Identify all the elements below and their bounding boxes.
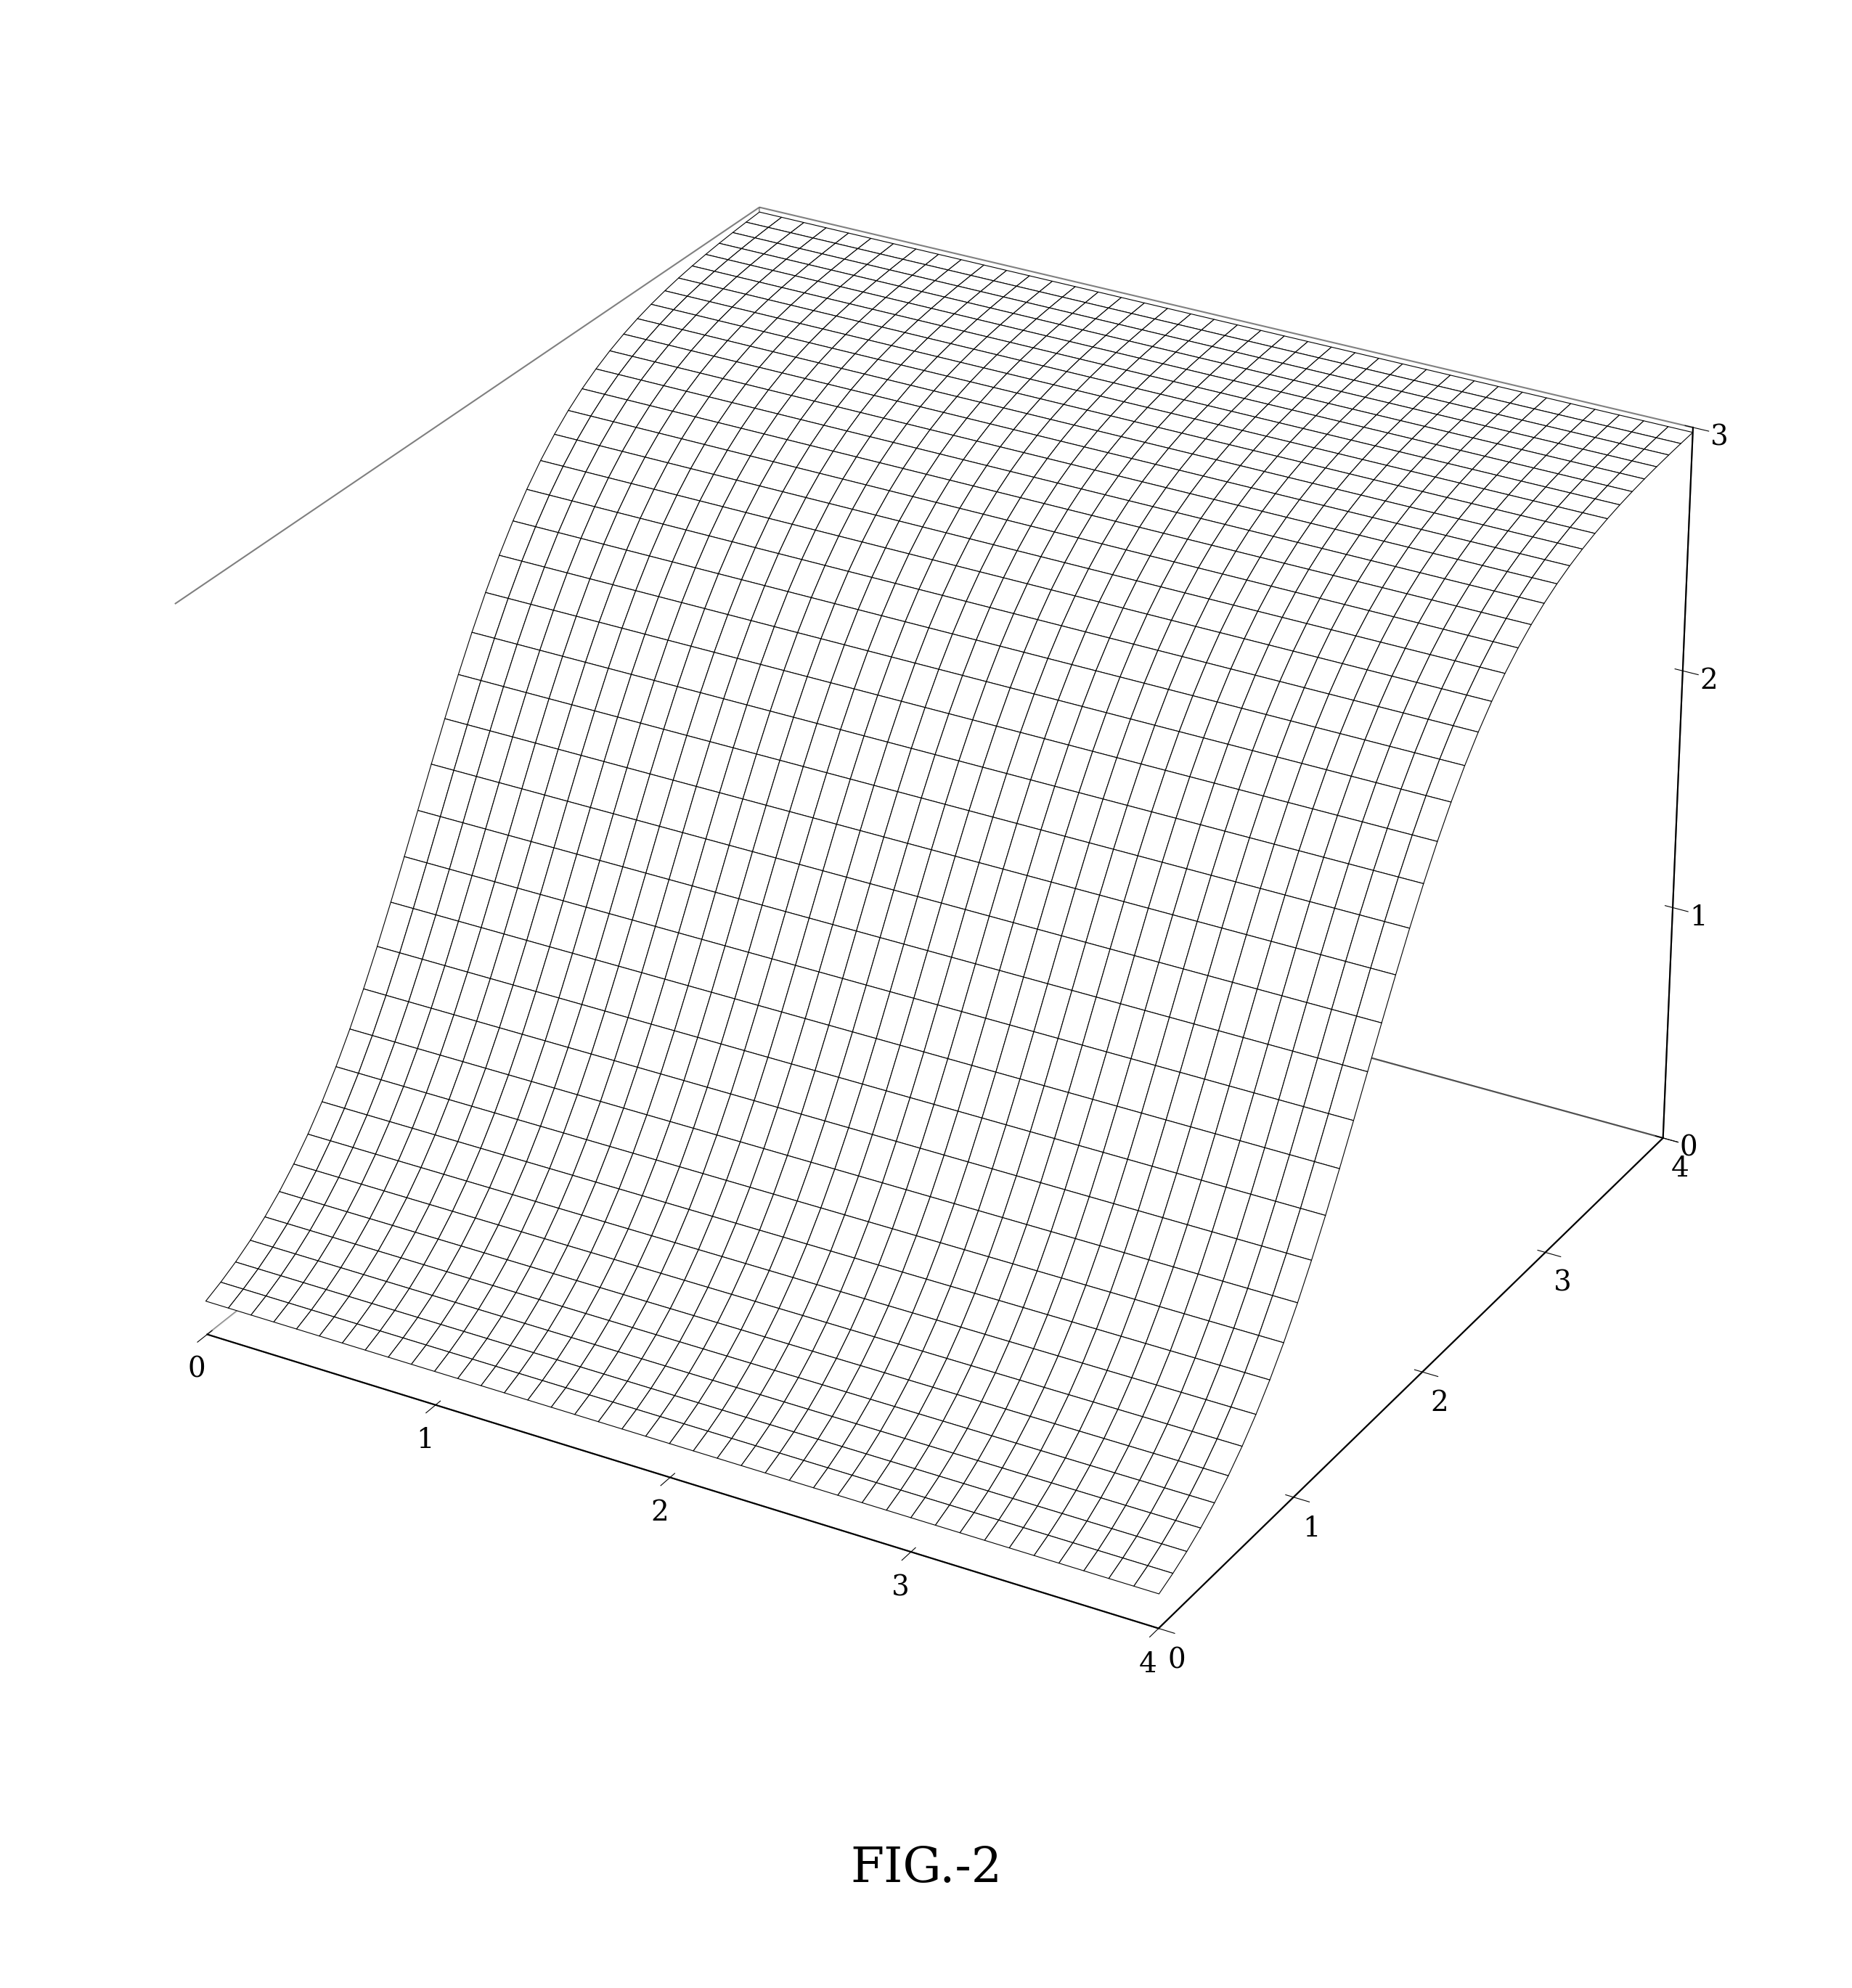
Text: FIG.-2: FIG.-2 — [850, 1845, 1002, 1893]
